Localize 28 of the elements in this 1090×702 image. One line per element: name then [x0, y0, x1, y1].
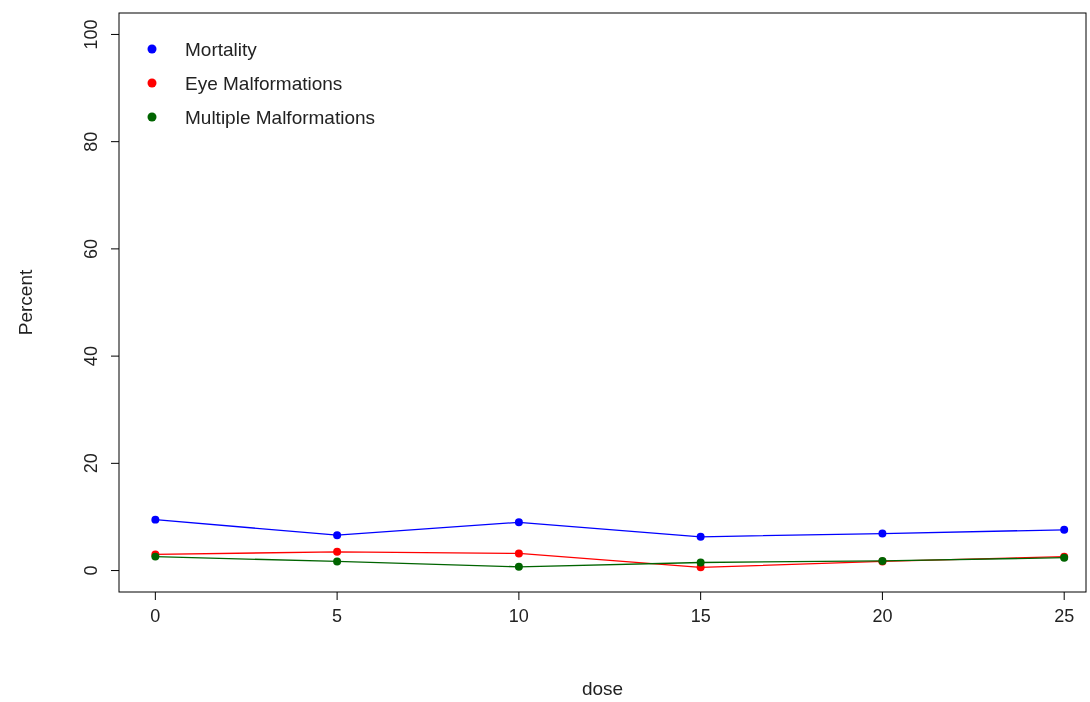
y-axis-title: Percent [15, 269, 36, 336]
x-tick-label: 5 [332, 606, 343, 626]
y-tick-label: 20 [81, 453, 101, 474]
point [696, 532, 705, 541]
point [333, 547, 342, 556]
legend-label: Mortality [185, 39, 258, 60]
legend-label: Eye Malformations [185, 73, 343, 94]
y-tick-label: 80 [81, 131, 101, 152]
x-axis-title: dose [581, 678, 624, 699]
y-tick-label: 0 [81, 565, 101, 576]
y-tick-label: 100 [81, 19, 101, 50]
legend-label: Multiple Malformations [185, 107, 376, 128]
point [514, 549, 523, 558]
point [333, 531, 342, 540]
x-tick-label: 15 [690, 606, 711, 626]
y-tick-label: 60 [81, 238, 101, 259]
x-tick-label: 25 [1054, 606, 1075, 626]
point [514, 562, 523, 571]
point [696, 558, 705, 567]
point [151, 515, 160, 524]
point [878, 529, 887, 538]
x-tick-label: 10 [508, 606, 529, 626]
x-tick-label: 20 [872, 606, 893, 626]
point [1060, 525, 1069, 534]
x-tick-label: 0 [150, 606, 161, 626]
point [333, 557, 342, 566]
point [514, 518, 523, 527]
y-tick-label: 40 [81, 346, 101, 367]
